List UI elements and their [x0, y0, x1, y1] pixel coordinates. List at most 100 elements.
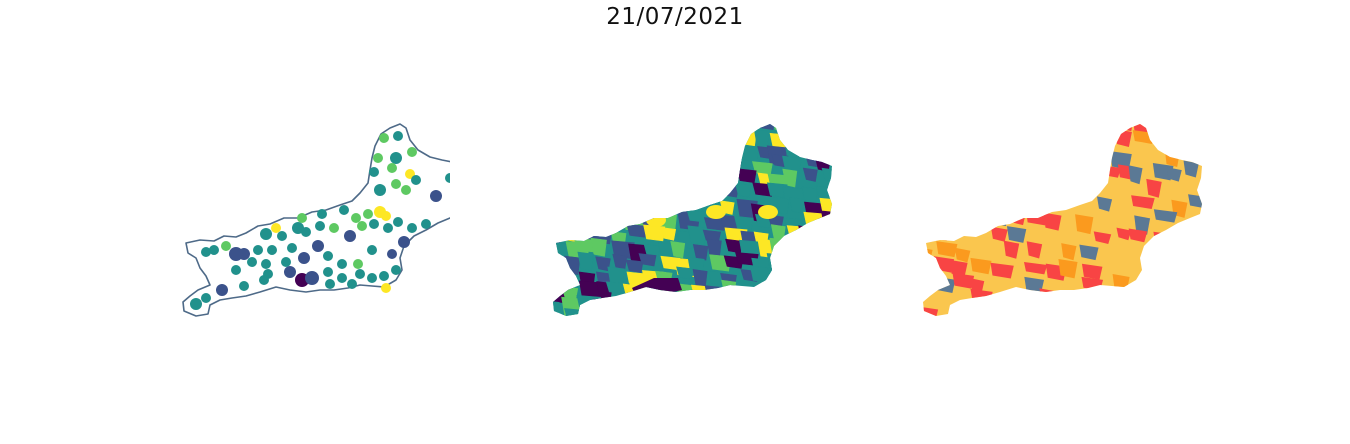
category-region [932, 180, 948, 199]
municipality-region [591, 124, 608, 135]
municipality-region [553, 129, 573, 147]
municipality-region [768, 282, 791, 299]
category-region [954, 247, 971, 263]
municipality-region [558, 154, 577, 175]
municipality-region [564, 255, 581, 276]
category-region [1166, 131, 1184, 148]
municipality-region [638, 253, 657, 267]
municipality-region [836, 314, 853, 326]
categorical-map-panel [923, 124, 1229, 345]
category-region [1062, 161, 1081, 176]
municipality-region [576, 294, 602, 312]
municipality-region [677, 174, 702, 189]
municipality-region [641, 199, 663, 214]
municipality-point [297, 213, 307, 223]
municipality-region [622, 196, 646, 216]
choropleth-regions [553, 124, 861, 326]
municipality-region [821, 167, 832, 183]
municipality-region [655, 311, 676, 316]
municipality-region [687, 225, 707, 246]
municipality-region [658, 158, 678, 173]
category-region [1002, 124, 1024, 132]
municipality-region [689, 131, 708, 152]
municipality-region [574, 131, 597, 150]
municipality-region [592, 298, 609, 315]
municipality-region [553, 145, 564, 162]
category-region [1207, 306, 1229, 321]
municipality-point [267, 245, 277, 255]
municipality-region [553, 225, 562, 246]
municipality-region [719, 142, 737, 161]
municipality-region [782, 168, 798, 188]
municipality-region [607, 216, 625, 235]
municipality-point [259, 275, 269, 285]
category-region [1080, 306, 1103, 316]
category-region [1166, 167, 1182, 182]
municipality-region [834, 145, 849, 160]
category-region [1134, 215, 1151, 235]
category-region [1024, 276, 1045, 294]
municipality-region [553, 181, 566, 201]
category-region [1098, 310, 1121, 316]
municipality-point [353, 259, 363, 269]
category-region [1188, 194, 1202, 209]
municipality-region [593, 139, 613, 155]
municipality-point [398, 236, 410, 248]
municipality-point [305, 271, 319, 285]
municipality-point [381, 211, 391, 221]
municipality-point [393, 217, 403, 227]
municipality-region [607, 145, 626, 166]
municipality-point [390, 152, 402, 164]
municipality-point [391, 179, 401, 189]
category-region [969, 211, 987, 232]
municipality-point [445, 173, 450, 183]
municipality-point [239, 281, 249, 291]
municipality-point [379, 133, 389, 143]
category-region [1147, 247, 1167, 260]
category-region [990, 226, 1008, 242]
category-region [930, 228, 950, 242]
municipality-region [688, 315, 704, 316]
highlight-region [706, 205, 726, 219]
municipality-region [799, 281, 818, 302]
category-region [987, 178, 1004, 194]
category-region [1057, 132, 1074, 150]
municipality-region [638, 309, 659, 316]
municipality-region [610, 296, 631, 314]
municipality-region [782, 239, 803, 255]
municipality-region [626, 223, 648, 238]
municipality-region [553, 312, 564, 316]
municipality-region [835, 203, 851, 221]
category-region [1153, 231, 1176, 249]
municipality-region [692, 187, 714, 206]
municipality-point [301, 227, 311, 237]
municipality-region [767, 267, 787, 283]
municipality-region [707, 124, 724, 132]
municipality-region [837, 300, 861, 316]
municipality-region [816, 229, 832, 250]
municipality-point [284, 266, 296, 278]
municipality-point [369, 167, 379, 177]
municipality-region [738, 129, 757, 147]
municipality-region [591, 173, 614, 189]
municipality-region [623, 167, 644, 187]
municipality-point [374, 184, 386, 196]
category-region [1061, 328, 1081, 345]
category-region [1061, 179, 1085, 195]
municipality-region [799, 298, 815, 316]
municipality-region [655, 124, 674, 130]
municipality-region [671, 307, 693, 316]
category-region [1096, 196, 1113, 212]
municipality-region [553, 257, 568, 275]
municipality-region [622, 294, 639, 312]
municipality-point [363, 209, 373, 219]
municipality-region [670, 145, 690, 163]
category-region [953, 124, 976, 135]
municipality-region [578, 315, 595, 316]
municipality-region [659, 171, 682, 190]
municipality-region [672, 124, 688, 135]
municipality-region [830, 283, 832, 301]
municipality-region [704, 285, 724, 301]
municipality-region [670, 240, 686, 259]
municipality-point [351, 213, 361, 223]
